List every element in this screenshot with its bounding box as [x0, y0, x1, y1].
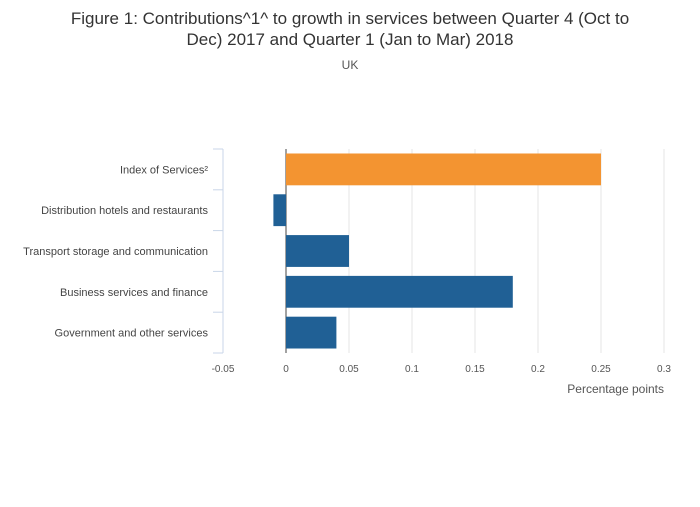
bar[interactable]: [286, 235, 349, 267]
category-label: Transport storage and communication: [23, 246, 208, 258]
x-tick-label: 0.15: [465, 364, 485, 375]
category-label: Index of Services²: [120, 164, 208, 176]
x-tick-label: 0: [283, 364, 289, 375]
x-axis-title: Percentage points: [567, 382, 664, 396]
x-tick-label: 0.1: [405, 364, 419, 375]
bar[interactable]: [286, 153, 601, 186]
y-axis: [213, 148, 224, 354]
x-tick-label: -0.05: [212, 364, 235, 375]
x-tick-label: 0.2: [531, 364, 545, 375]
x-tick-label: 0.3: [657, 364, 671, 375]
x-tick-label: 0.05: [339, 364, 359, 375]
bars: [273, 153, 601, 349]
bar[interactable]: [273, 194, 286, 227]
bar[interactable]: [286, 316, 337, 349]
category-labels: Index of Services² Distribution hotels an…: [23, 164, 208, 339]
chart-title-line-1: Figure 1: Contributions^1^ to growth in …: [71, 9, 629, 28]
chart-title-line-2: Dec) 2017 and Quarter 1 (Jan to Mar) 201…: [187, 30, 514, 49]
category-label: Government and other services: [55, 328, 209, 340]
x-tick-labels: -0.05 0 0.05 0.1 0.15 0.2 0.25 0.3: [212, 364, 672, 375]
chart-title-group: Figure 1: Contributions^1^ to growth in …: [71, 9, 629, 72]
x-tick-label: 0.25: [591, 364, 611, 375]
category-label: Business services and finance: [60, 287, 208, 299]
category-label: Distribution hotels and restaurants: [41, 205, 208, 217]
chart-subtitle: UK: [342, 58, 359, 72]
bar[interactable]: [286, 275, 513, 308]
